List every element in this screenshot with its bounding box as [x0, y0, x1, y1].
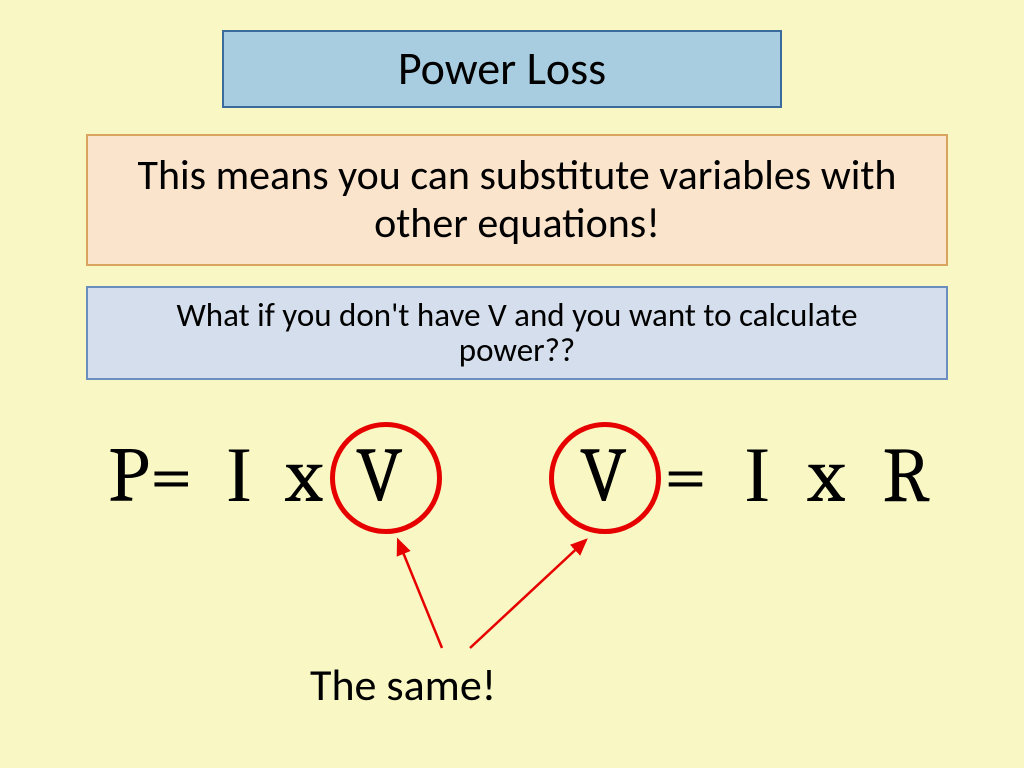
eq-right-x: x [807, 431, 845, 521]
title-box: Power Loss [222, 30, 782, 108]
eq-right-r: R [882, 431, 930, 521]
eq-left-p: P= [108, 431, 193, 521]
arrows-svg [0, 0, 1024, 768]
slide: Power Loss This means you can substitute… [0, 0, 1024, 768]
eq-right-eq: = [664, 431, 707, 521]
subtitle-text: This means you can substitute variables … [108, 152, 926, 249]
question-box: What if you don't have V and you want to… [86, 286, 948, 380]
annotation-text: The same! [310, 658, 496, 712]
circle-left [330, 422, 442, 534]
eq-left-i: I [226, 431, 252, 518]
subtitle-box: This means you can substitute variables … [86, 134, 948, 266]
eq-left-x: x [285, 431, 323, 521]
eq-right-i: I [744, 431, 770, 518]
arrow-left [398, 540, 442, 648]
arrow-right [470, 540, 586, 648]
question-text: What if you don't have V and you want to… [128, 298, 906, 367]
title-text: Power Loss [398, 41, 606, 97]
circle-right [549, 422, 661, 534]
